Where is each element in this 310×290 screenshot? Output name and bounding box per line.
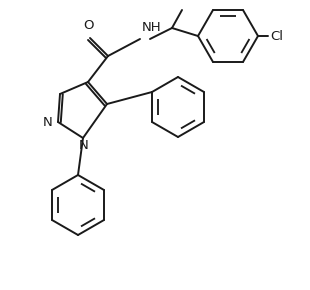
Text: NH: NH [142, 21, 162, 34]
Text: O: O [84, 19, 94, 32]
Text: N: N [79, 139, 89, 152]
Text: N: N [42, 115, 52, 128]
Text: Cl: Cl [270, 30, 283, 43]
